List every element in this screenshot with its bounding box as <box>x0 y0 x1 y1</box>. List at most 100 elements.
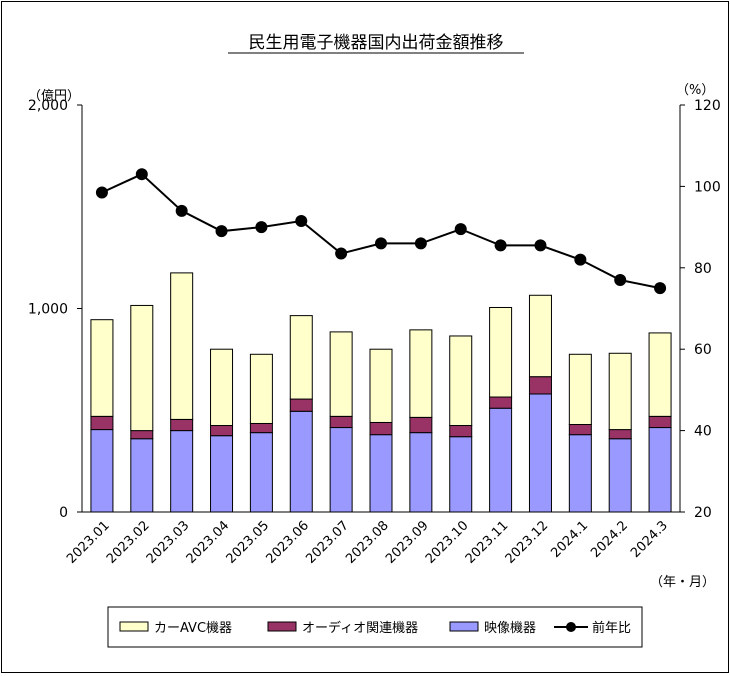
bar-segment <box>210 435 234 513</box>
bar-segment <box>170 418 194 432</box>
legend-swatch <box>449 621 479 632</box>
right-axis-unit: （%） <box>676 83 714 98</box>
legend-point-swatch <box>566 622 576 632</box>
bar-segment <box>608 429 632 440</box>
bar-segment <box>249 432 273 513</box>
bar-segment <box>648 332 672 417</box>
x-tick-label: 2023.08 <box>343 518 392 567</box>
bar-segment <box>449 335 473 427</box>
y-left-tick-label: 1,000 <box>28 302 68 318</box>
bar-segment <box>369 348 393 423</box>
y-right-tick-label: 20 <box>694 505 712 521</box>
bar-segment <box>210 348 234 427</box>
line-point <box>454 223 467 236</box>
x-tick-label: 2023.06 <box>263 518 312 567</box>
series-line <box>101 173 661 290</box>
x-tick-label: 2023.10 <box>423 518 472 567</box>
bar-segment <box>648 415 672 429</box>
bar-segment <box>249 353 273 424</box>
line-point <box>95 186 108 199</box>
x-tick-label: 2024.3 <box>628 518 671 561</box>
bar-segment <box>528 294 552 378</box>
bar-segment <box>528 393 552 513</box>
bar-segment <box>289 410 313 513</box>
bar-segment <box>329 415 353 429</box>
x-tick-label: 2023.05 <box>224 518 273 567</box>
x-tick-label: 2023.03 <box>144 518 193 567</box>
bar-segment <box>130 304 154 432</box>
bar-segment <box>289 398 313 412</box>
legend-label: カーAVC機器 <box>154 621 232 636</box>
legend: カーAVC機器 オーディオ関連機器 映像機器 前年比 <box>107 606 643 648</box>
bar-segment <box>210 425 234 437</box>
bar-segment <box>489 306 513 398</box>
bar-segment <box>608 352 632 431</box>
bar-segment <box>648 427 672 513</box>
legend-label: 前年比 <box>592 620 631 636</box>
y-right-tick-label: 120 <box>694 98 721 114</box>
y-right-tick-label: 60 <box>694 342 712 358</box>
bar-segment <box>449 436 473 513</box>
y-left-tick-label: 2,000 <box>28 98 68 114</box>
line-point <box>574 253 587 266</box>
line-point <box>534 239 547 252</box>
x-axis-unit: （年・月） <box>650 575 715 590</box>
bar-segment <box>130 430 154 440</box>
legend-label: オーディオ関連機器 <box>302 620 418 636</box>
bar-segment <box>369 421 393 436</box>
bar-segment <box>608 438 632 513</box>
chart-title: 民生用電子機器国内出荷金額推移 <box>249 33 504 53</box>
legend-box <box>107 606 643 648</box>
bar-segment <box>528 376 552 395</box>
bar-segment <box>170 272 194 420</box>
line-point <box>255 221 268 234</box>
y-left-tick-label: 0 <box>59 505 68 521</box>
legend-label: 映像機器 <box>484 621 536 636</box>
bar-segment <box>568 353 592 425</box>
legend-swatch <box>119 621 149 632</box>
bar-segment <box>329 331 353 417</box>
x-tick-label: 2023.01 <box>64 518 113 567</box>
bar-segment <box>289 315 313 400</box>
bar-segment <box>90 319 114 417</box>
x-tick-label: 2023.09 <box>383 518 432 567</box>
line-point <box>654 282 667 295</box>
x-tick-label: 2023.07 <box>303 518 352 567</box>
bar-segment <box>568 434 592 513</box>
bar-segment <box>489 407 513 513</box>
line-point <box>335 247 348 260</box>
y-right-tick-label: 80 <box>694 261 712 277</box>
bar-segment <box>90 429 114 513</box>
plot-area: 01,0002,000204060801001202023.012023.022… <box>28 98 721 567</box>
legend-swatch <box>267 621 297 632</box>
bar-segment <box>369 434 393 513</box>
line-point <box>215 225 228 238</box>
bar-segment <box>449 425 473 438</box>
y-right-tick-label: 100 <box>694 179 721 195</box>
line-point <box>295 214 308 227</box>
bar-segment <box>568 423 592 436</box>
x-tick-label: 2023.04 <box>184 518 233 567</box>
bar-segment <box>249 422 273 434</box>
line-point <box>175 204 188 217</box>
bar-segment <box>409 416 433 434</box>
line-point <box>614 274 627 287</box>
bar-segment <box>329 427 353 513</box>
x-tick-label: 2023.02 <box>104 518 153 567</box>
x-tick-label: 2024.1 <box>548 518 591 561</box>
line-point <box>135 168 148 181</box>
line-point <box>375 237 387 250</box>
x-tick-label: 2023.11 <box>463 518 512 567</box>
x-tick-label: 2024.2 <box>588 518 631 561</box>
line-point <box>414 237 427 250</box>
bar-segment <box>170 430 194 513</box>
left-axis-unit: （億円） <box>28 88 80 104</box>
bar-segment <box>409 432 433 513</box>
bar-segment <box>409 329 433 418</box>
bar-segment <box>90 415 114 431</box>
y-right-tick-label: 40 <box>694 424 712 440</box>
bar-segment <box>489 396 513 409</box>
line-point <box>494 239 507 252</box>
